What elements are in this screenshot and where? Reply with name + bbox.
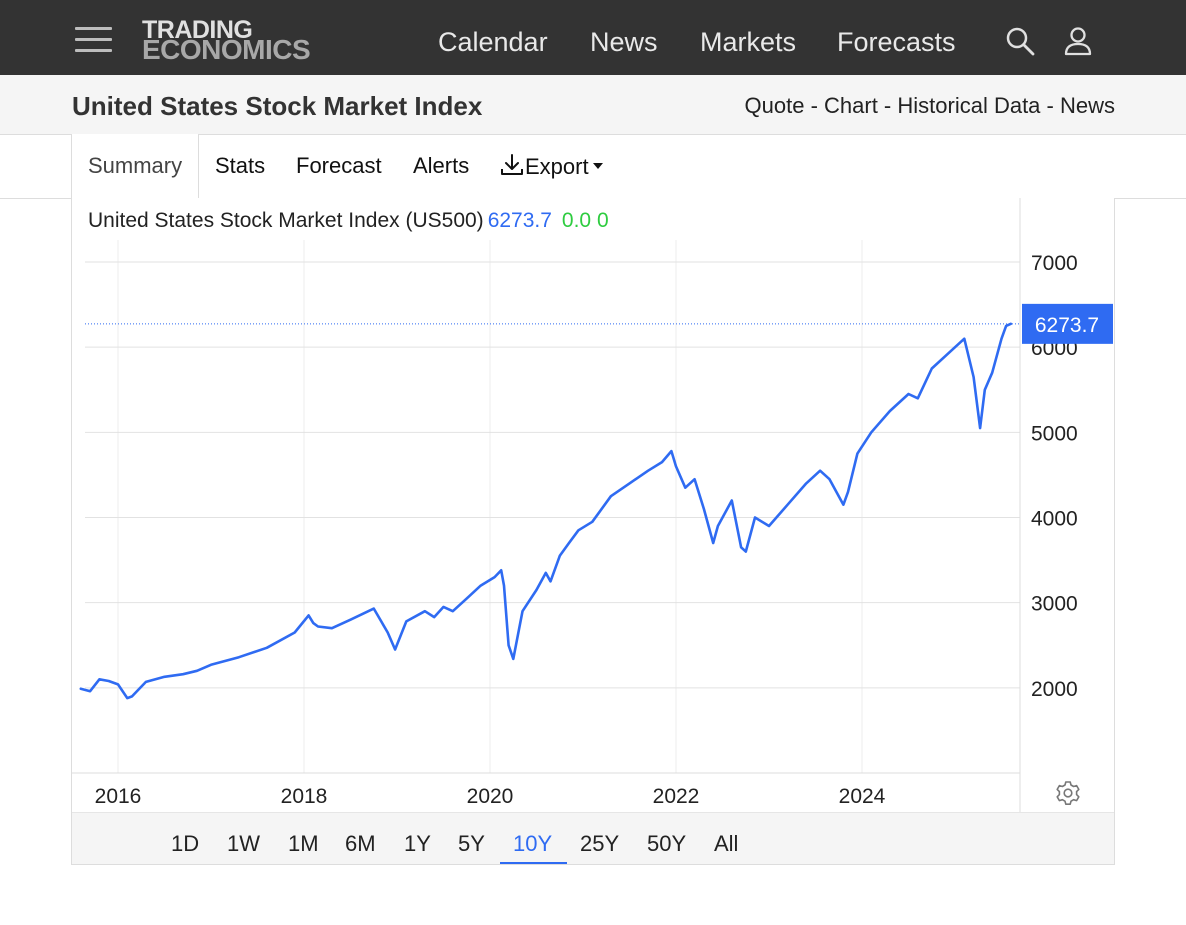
search-icon[interactable] <box>1004 25 1036 57</box>
range-1y-button[interactable]: 1Y <box>404 831 431 856</box>
export-button[interactable]: Export <box>499 153 605 180</box>
logo-line2: ECONOMICS <box>142 34 311 65</box>
range-25y-button[interactable]: 25Y <box>580 831 620 856</box>
legend-price: 6273.7 <box>487 209 552 232</box>
x-tick-label: 2024 <box>839 785 886 808</box>
export-label: Export <box>525 154 589 179</box>
chart-link[interactable]: Chart <box>824 93 878 118</box>
page-title: United States Stock Market Index <box>72 91 483 121</box>
caret-down-icon <box>592 163 603 169</box>
quick-links: Quote - Chart - Historical Data - News <box>745 93 1115 119</box>
range-5y-button[interactable]: 5Y <box>458 831 485 856</box>
tab-bar: Summary Stats Forecast Alerts Export <box>0 134 1186 200</box>
range-6m-button[interactable]: 6M <box>345 831 376 856</box>
link-separator: - <box>804 93 825 118</box>
y-tick-label: 5000 <box>1031 422 1078 445</box>
range-1w-button[interactable]: 1W <box>227 831 260 856</box>
x-tick-label: 2022 <box>653 785 700 808</box>
nav-forecasts-link[interactable]: Forecasts <box>837 27 956 57</box>
download-icon <box>501 154 523 175</box>
last-value-badge <box>1022 303 1113 344</box>
link-separator: - <box>877 93 898 118</box>
chart-panel <box>71 198 1115 865</box>
price-series-line <box>79 322 1013 700</box>
link-separator: - <box>1040 93 1060 118</box>
range-selector: 1D 1W 1M 6M 1Y 5Y 10Y 25Y 50Y All <box>72 812 1114 864</box>
settings-gear-icon[interactable] <box>1055 780 1081 806</box>
nav-calendar-link[interactable]: Calendar <box>438 27 548 57</box>
tab-summary-label: Summary <box>88 153 183 178</box>
historical-data-link[interactable]: Historical Data <box>897 93 1041 118</box>
logo[interactable]: TRADING ECONOMICS <box>142 16 311 65</box>
y-tick-label: 2000 <box>1031 678 1078 701</box>
y-tick-label: 4000 <box>1031 508 1078 531</box>
y-tick-label: 3000 <box>1031 593 1078 616</box>
legend-change: 0.0 0 <box>561 209 609 232</box>
range-1d-button[interactable]: 1D <box>171 831 200 856</box>
x-tick-label: 2016 <box>95 785 142 808</box>
news-link[interactable]: News <box>1059 93 1115 118</box>
tab-alerts[interactable]: Alerts <box>413 153 470 178</box>
tab-stats[interactable]: Stats <box>215 153 266 178</box>
tab-summary[interactable]: Summary <box>71 134 199 200</box>
nav-news-link[interactable]: News <box>590 27 658 57</box>
x-tick-label: 2020 <box>467 785 514 808</box>
x-tick-label: 2018 <box>281 785 328 808</box>
last-value-label: 6273.7 <box>1035 314 1099 337</box>
range-50y-button[interactable]: 50Y <box>647 831 687 856</box>
quote-link[interactable]: Quote <box>744 93 805 118</box>
range-1m-button[interactable]: 1M <box>288 831 319 856</box>
range-10y-button[interactable]: 10Y <box>513 831 553 856</box>
top-nav: TRADING ECONOMICS Calendar News Markets … <box>0 0 1186 75</box>
tab-forecast[interactable]: Forecast <box>296 153 382 178</box>
chart-legend: United States Stock Market Index (US500)… <box>88 209 609 233</box>
title-bar: United States Stock Market Index Quote -… <box>0 75 1186 135</box>
nav-markets-link[interactable]: Markets <box>700 27 797 57</box>
logo-line1: TRADING <box>142 16 253 44</box>
legend-name: United States Stock Market Index (US500) <box>88 209 484 232</box>
range-all-button[interactable]: All <box>714 831 739 856</box>
user-icon[interactable] <box>1062 25 1094 57</box>
active-range-indicator <box>500 862 567 864</box>
y-tick-label: 7000 <box>1031 252 1078 275</box>
menu-icon[interactable] <box>75 25 112 55</box>
